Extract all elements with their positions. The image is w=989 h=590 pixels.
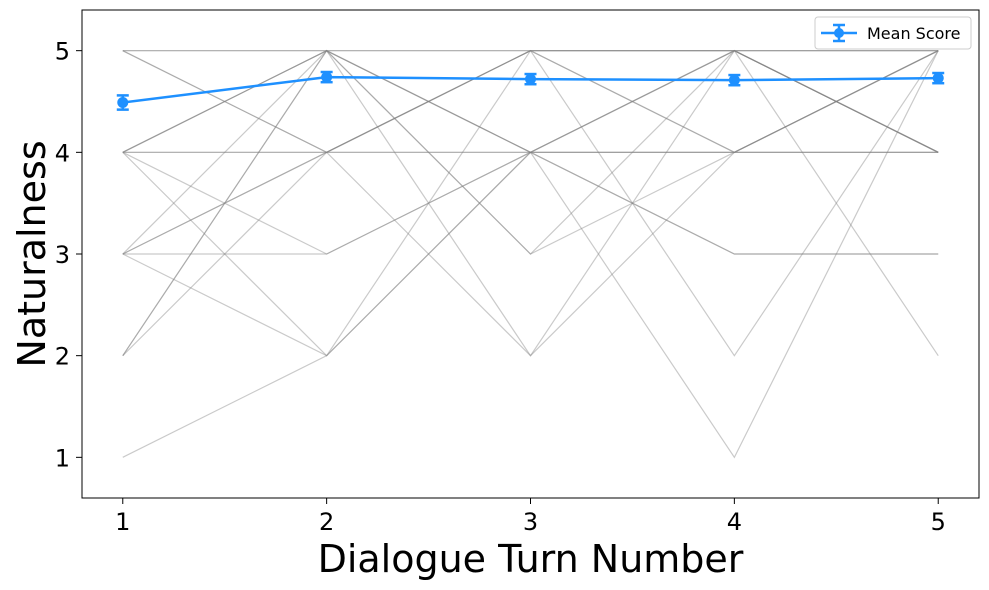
trajectory-line [122, 49, 939, 154]
trajectory-line [122, 49, 939, 154]
x-tick-label: 5 [931, 508, 946, 536]
trajectory-line [122, 49, 939, 357]
trajectory-line [122, 151, 939, 255]
trajectory-line [122, 50, 939, 459]
legend: Mean Score [814, 16, 972, 50]
x-axis-label: Dialogue Turn Number [318, 537, 744, 581]
mean-point [117, 97, 129, 109]
trajectory-line [122, 50, 939, 255]
y-axis-label: Naturalness [10, 140, 54, 367]
x-ticks: 1 2 3 4 5 [115, 498, 946, 536]
legend-label-mean-score: Mean Score [867, 24, 961, 43]
y-tick-label: 4 [55, 139, 70, 167]
individual-trajectories [122, 49, 939, 459]
x-tick-label: 2 [319, 508, 334, 536]
trajectory-line [122, 49, 939, 357]
mean-score-series [116, 70, 945, 111]
mean-point [728, 74, 740, 86]
x-tick-label: 4 [727, 508, 742, 536]
x-tick-label: 1 [115, 508, 130, 536]
trajectory-line [122, 49, 939, 154]
trajectory-line [122, 50, 939, 357]
y-tick-label: 2 [55, 343, 70, 371]
mean-point [932, 72, 944, 84]
trajectory-line [122, 50, 939, 357]
legend-marker [834, 28, 844, 38]
trajectory-line [122, 50, 939, 153]
y-tick-label: 5 [55, 38, 70, 66]
trajectory-line [122, 49, 939, 154]
x-tick-label: 3 [523, 508, 538, 536]
trajectory-line [122, 49, 939, 357]
trajectory-line [122, 49, 939, 357]
trajectory-line [122, 50, 939, 153]
y-tick-label: 1 [55, 444, 70, 472]
mean-point [321, 71, 333, 83]
y-ticks: 1 2 3 4 5 [55, 38, 82, 472]
legend-box [814, 16, 972, 50]
mean-point [525, 73, 536, 85]
trajectory-line [122, 151, 939, 255]
trajectory-line [122, 49, 939, 154]
trajectory-line [122, 49, 939, 255]
y-tick-label: 3 [55, 241, 70, 269]
